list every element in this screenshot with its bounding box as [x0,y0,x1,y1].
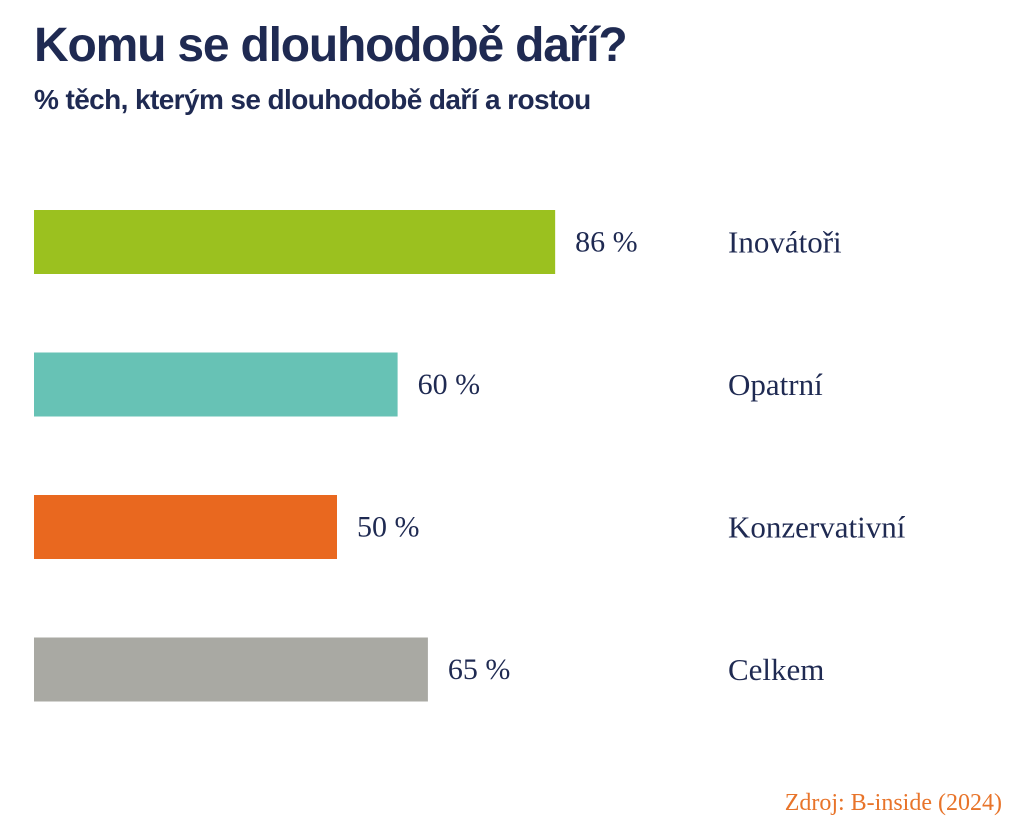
bar-2 [34,352,398,417]
category-label-4: Celkem [728,652,824,687]
bar-3 [34,495,337,559]
bar-1 [34,210,556,274]
category-label-3: Konzervativní [728,510,906,545]
value-label-4: 65 % [448,653,511,686]
chart-title: Komu se dlouhodobě daří? [34,19,628,72]
bar-4 [34,637,428,702]
value-label-1: 86 % [575,226,638,259]
category-label-1: Inovátoři [728,225,842,260]
value-label-3: 50 % [357,511,420,544]
value-label-2: 60 % [418,368,481,401]
chart-subtitle: % těch, kterým se dlouhodobě daří a rost… [34,84,591,115]
source-note: Zdroj: B-inside (2024) [784,790,1002,816]
category-label-2: Opatrní [728,367,823,402]
